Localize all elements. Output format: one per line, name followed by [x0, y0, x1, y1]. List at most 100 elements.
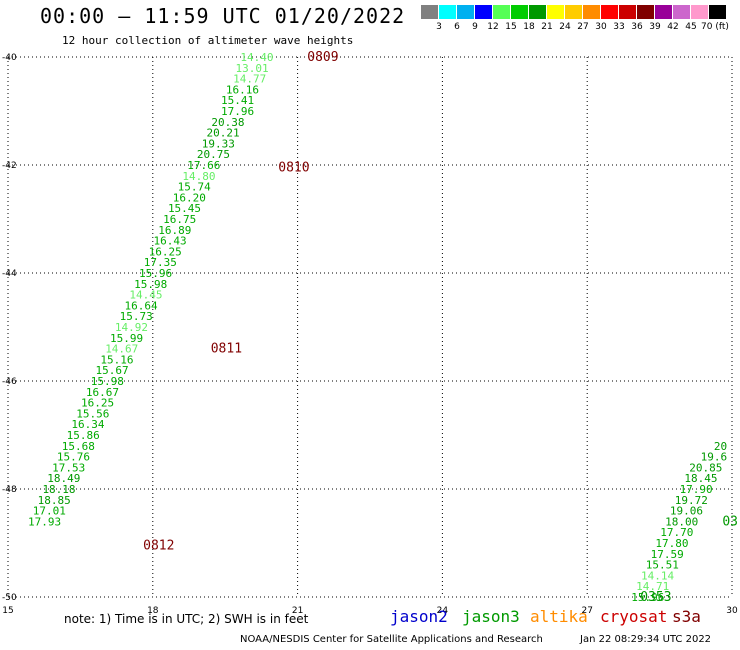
color-swatch: [439, 5, 456, 19]
wave-height-point: 15.96: [139, 267, 172, 280]
color-scale-tick: 6: [454, 22, 460, 32]
color-scale-tick: 27: [577, 22, 589, 32]
time-label: 0810: [278, 161, 309, 176]
color-swatch: [637, 5, 654, 19]
wave-height-point: 17.01: [33, 505, 66, 518]
color-scale-tick: 42: [667, 22, 679, 32]
wave-height-point: 16.43: [153, 235, 186, 248]
color-scale-tick: 12: [487, 22, 499, 32]
satellite-legend-item: jason3: [462, 607, 520, 626]
wave-height-point: 16.34: [71, 418, 104, 431]
wave-height-point: 18.49: [47, 472, 80, 485]
color-scale-tick: 15: [505, 22, 517, 32]
color-scale-tick: 45: [685, 22, 697, 32]
wave-height-point: 15.74: [178, 181, 211, 194]
color-swatch: [547, 5, 564, 19]
color-scale-tick: 33: [613, 22, 625, 32]
time-label: 0809: [307, 50, 338, 65]
wave-height-point: 14.80: [182, 170, 215, 183]
wave-height-point: 16.89: [158, 224, 191, 237]
wave-height-point: 15.68: [62, 440, 95, 453]
x-tick-label: 30: [726, 606, 738, 616]
color-swatch: [709, 5, 726, 19]
wave-height-point: 18.45: [684, 472, 717, 485]
wave-height-point: 20.38: [211, 116, 244, 129]
x-tick-label: 18: [147, 606, 159, 616]
wave-height-point: 15.67: [96, 364, 129, 377]
color-swatch: [421, 5, 438, 19]
wave-height-point: 15.51: [646, 559, 679, 572]
y-tick-label: -50: [2, 593, 17, 603]
wave-height-point: 16.67: [86, 386, 119, 399]
color-scale-tick: 36: [631, 22, 643, 32]
satellite-legend-item: s3a: [672, 607, 701, 626]
footnote: note: 1) Time is in UTC; 2) SWH is in fe…: [64, 612, 309, 626]
satellite-legend-item: cryosat: [600, 607, 668, 626]
color-swatch: [457, 5, 474, 19]
wave-height-point: 14.77: [233, 73, 266, 86]
color-swatch: [583, 5, 600, 19]
color-scale-tick: 24: [559, 22, 571, 32]
wave-height-point: 20.21: [207, 127, 240, 140]
wave-height-point: 18.00: [665, 515, 698, 528]
wave-height-point: 16.16: [226, 83, 259, 96]
color-swatch: [691, 5, 708, 19]
color-swatch: [511, 5, 528, 19]
satellite-legend-item: jason2: [390, 607, 448, 626]
wave-height-point: 17.93: [28, 515, 61, 528]
wave-height-point: 19.6: [701, 451, 728, 464]
wave-height-point: 15.86: [67, 429, 100, 442]
y-tick-label: -48: [2, 485, 17, 495]
wave-height-point: 19.33: [202, 137, 235, 150]
wave-height-point: 14.71: [636, 580, 669, 593]
wave-height-point: 16.75: [163, 213, 196, 226]
wave-height-point: 16.20: [173, 191, 206, 204]
wave-height-point: 15.45: [168, 202, 201, 215]
wave-height-point: 14.40: [240, 51, 273, 64]
color-swatch: [655, 5, 672, 19]
wave-height-point: 20.85: [689, 461, 722, 474]
y-tick-label: -42: [2, 161, 17, 171]
time-label: 0812: [143, 539, 174, 554]
wave-height-point: 17.70: [660, 526, 693, 539]
generation-timestamp: Jan 22 08:29:34 UTC 2022: [580, 634, 712, 645]
color-swatch: [529, 5, 546, 19]
wave-height-point: 13.01: [236, 62, 269, 75]
color-scale-tick: 39: [649, 22, 661, 32]
wave-height-point: 17.96: [221, 105, 254, 118]
wave-height-point: 17.80: [655, 537, 688, 550]
wave-height-point: 15.99: [110, 332, 143, 345]
wave-height-point: 14.92: [115, 321, 148, 334]
color-swatch: [619, 5, 636, 19]
wave-height-point: 18.18: [42, 483, 75, 496]
time-label: 0811: [211, 342, 242, 357]
wave-height-point: 18.85: [38, 494, 71, 507]
wave-height-point: 19.06: [670, 505, 703, 518]
color-scale-tick: 21: [541, 22, 553, 32]
y-tick-label: -44: [2, 269, 17, 279]
time-label: 03: [722, 514, 738, 529]
color-swatch: [475, 5, 492, 19]
color-swatch: [673, 5, 690, 19]
color-scale-tick: 3: [436, 22, 442, 32]
wave-height-point: 19.72: [675, 494, 708, 507]
wave-height-point: 16.25: [149, 245, 182, 258]
page-subtitle: 12 hour collection of altimeter wave hei…: [62, 34, 354, 47]
credit-line: NOAA/NESDIS Center for Satellite Applica…: [240, 634, 543, 645]
wave-height-point: 17.66: [187, 159, 220, 172]
x-tick-label: 21: [292, 606, 303, 616]
wave-height-point: 15.16: [100, 353, 133, 366]
wave-height-point: 20: [714, 440, 727, 453]
x-tick-label: 15: [2, 606, 13, 616]
wave-height-point: 15.56: [76, 407, 109, 420]
wave-height-point: 15.76: [57, 451, 90, 464]
wave-height-point: 17.35: [144, 256, 177, 269]
wave-height-point: 17.59: [651, 548, 684, 561]
wave-height-point: 20.75: [197, 148, 230, 161]
wave-height-point: 14.67: [105, 343, 138, 356]
x-tick-label: 24: [437, 606, 449, 616]
color-scale-tick: 18: [523, 22, 535, 32]
color-swatch: [493, 5, 510, 19]
wave-height-point: 14.45: [129, 289, 162, 302]
